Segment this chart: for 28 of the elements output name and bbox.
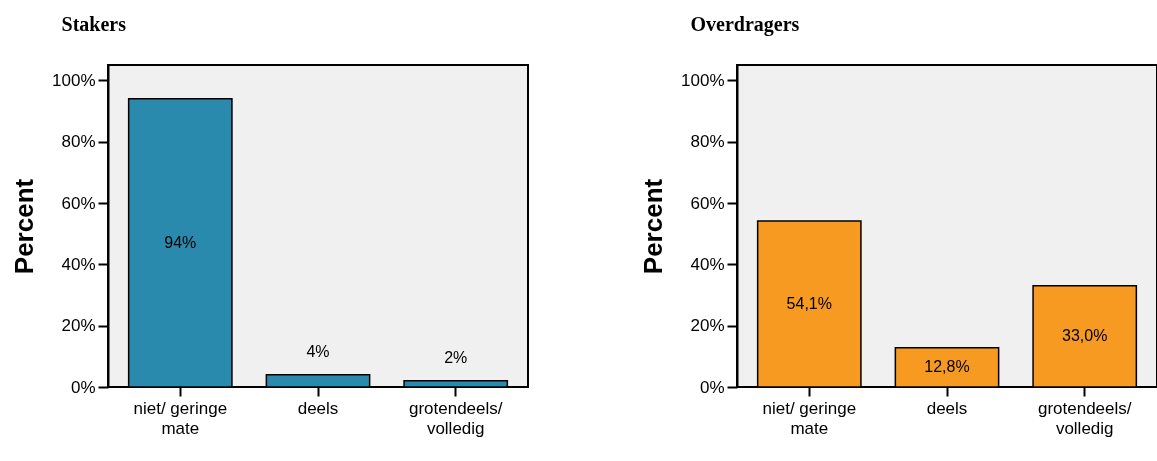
data-label: 12,8% (924, 358, 970, 376)
y-tick-label: 100% (52, 70, 96, 90)
y-tick-label: 60% (690, 193, 725, 213)
x-tick-label: grotendeels/ volledig (1037, 398, 1132, 438)
y-tick-label: 40% (61, 254, 96, 274)
x-tick-label: niet/ geringe mate (133, 398, 228, 438)
y-tick-label: 80% (61, 132, 96, 152)
y-tick-label: 60% (61, 193, 96, 213)
chart-title: Stakers (61, 13, 127, 35)
data-label: 94% (164, 233, 197, 251)
data-label: 33,0% (1062, 327, 1108, 345)
x-tick-label: deels (297, 398, 339, 418)
y-axis-title: Percent (9, 178, 40, 275)
y-tick-label: 40% (690, 254, 725, 274)
y-tick-label: 20% (61, 316, 96, 336)
x-tick-label: niet/ geringe mate (762, 398, 857, 438)
data-label: 54,1% (786, 295, 832, 313)
data-label: 2% (444, 349, 468, 367)
y-tick-label: 100% (681, 70, 725, 90)
x-tick-label: deels (926, 398, 968, 418)
y-tick-label: 0% (70, 377, 96, 397)
chart-title: Overdragers (690, 13, 800, 36)
x-tick-label: grotendeels/ volledig (408, 398, 503, 438)
y-axis-title: Percent (638, 178, 669, 275)
y-tick-label: 80% (690, 132, 725, 152)
data-label: 4% (306, 343, 330, 361)
y-tick-label: 0% (699, 377, 725, 397)
y-tick-label: 20% (690, 316, 725, 336)
